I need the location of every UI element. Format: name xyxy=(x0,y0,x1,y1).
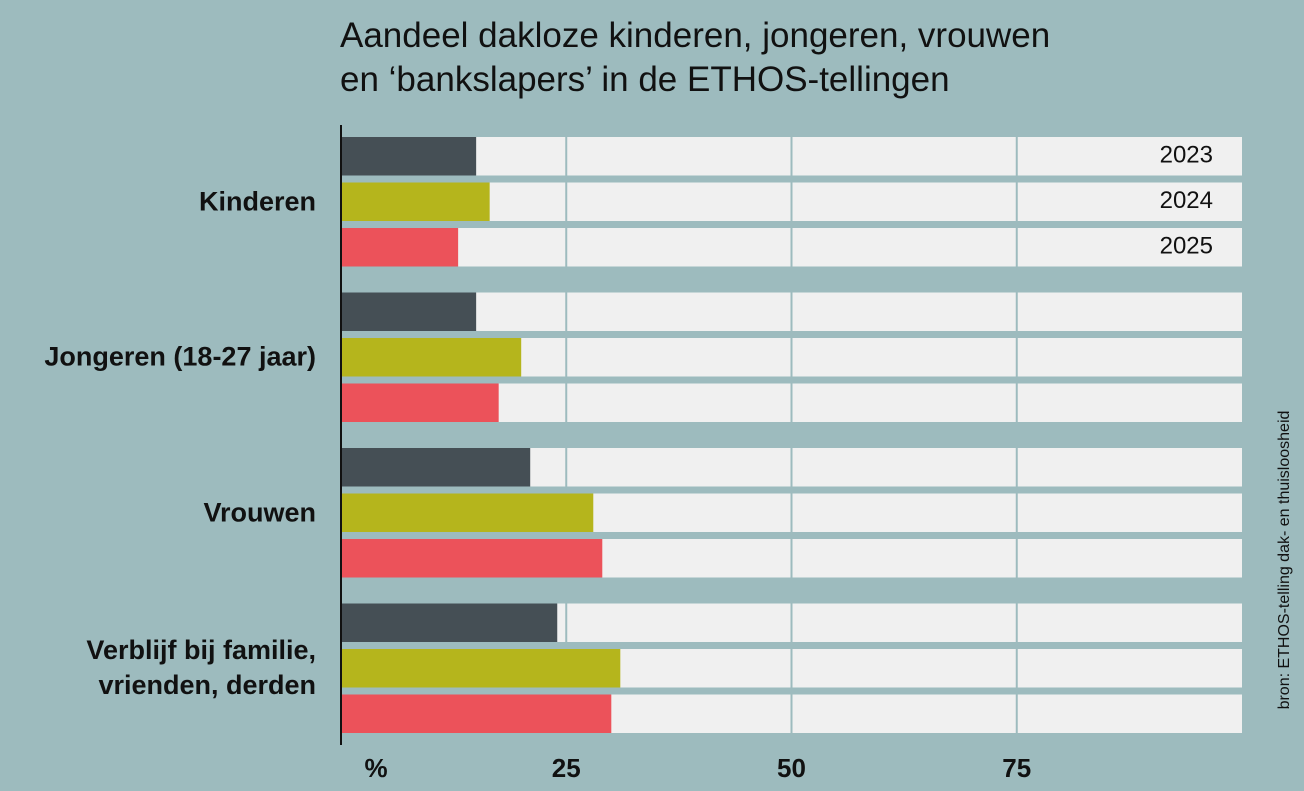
bar xyxy=(341,493,594,532)
category-label: Verblijf bij familie, vrienden, derden xyxy=(86,635,316,701)
source: bron: ETHOS-telling dak- en thuislooshei… xyxy=(1276,411,1293,710)
bar xyxy=(341,649,621,688)
bar xyxy=(341,182,490,221)
bar xyxy=(341,383,499,422)
category-label: Jongeren (18-27 jaar) xyxy=(44,341,316,372)
legend-label: 2024 xyxy=(1160,187,1213,214)
category-label: Vrouwen xyxy=(203,497,316,528)
bar xyxy=(341,338,522,377)
bar xyxy=(341,694,612,733)
x-tick-label: 25 xyxy=(552,753,581,783)
bar xyxy=(341,603,558,642)
bar xyxy=(341,137,477,176)
legend-label: 2025 xyxy=(1160,233,1213,260)
x-tick-label: 50 xyxy=(777,753,806,783)
category-label: Kinderen xyxy=(198,186,316,217)
bar xyxy=(341,292,477,331)
x-tick-label: 75 xyxy=(1002,753,1031,783)
x-axis-label: % xyxy=(364,753,387,783)
bar xyxy=(341,448,531,487)
chart-title: Aandeel dakloze kinderen, jongeren, vrou… xyxy=(340,14,1050,102)
legend-label: 2023 xyxy=(1160,142,1213,169)
bar xyxy=(341,228,459,267)
bar xyxy=(341,539,603,578)
title-line: Aandeel dakloze kinderen, jongeren, vrou… xyxy=(340,16,1051,55)
title-line: en ‘bankslapers’ in de ETHOS-tellingen xyxy=(340,60,950,99)
